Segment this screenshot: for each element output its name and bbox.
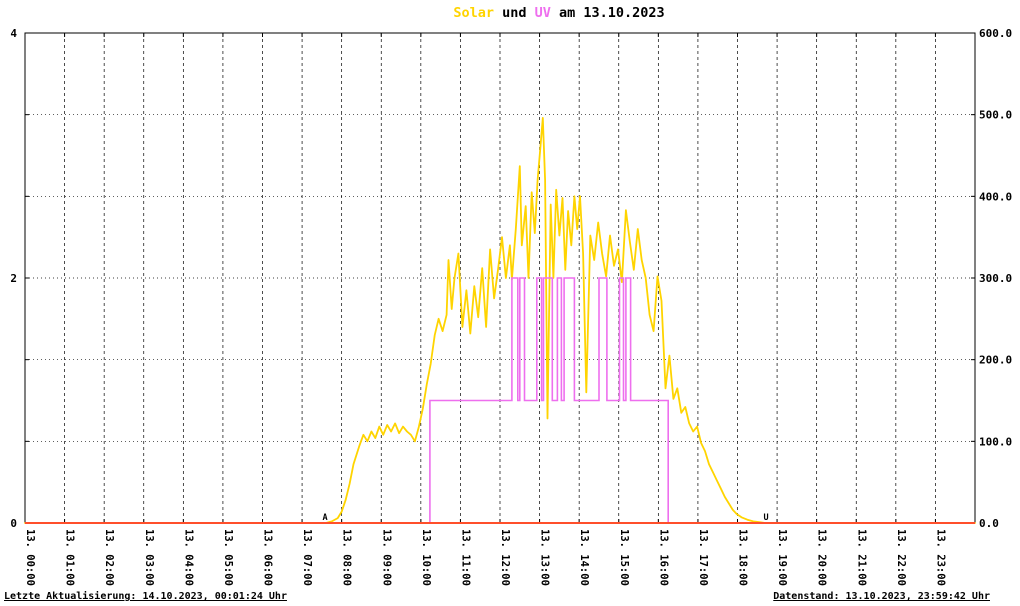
svg-text:13. 14:00: 13. 14:00 [578,529,590,586]
data-timestamp-text: Datenstand: 13.10.2023, 23:59:42 Uhr [773,591,990,602]
svg-text:13. 10:00: 13. 10:00 [420,529,432,586]
svg-text:13. 09:00: 13. 09:00 [380,529,392,586]
svg-text:13. 16:00: 13. 16:00 [657,529,669,586]
svg-text:13. 04:00: 13. 04:00 [182,529,194,586]
svg-text:13. 12:00: 13. 12:00 [499,529,511,586]
svg-text:13. 17:00: 13. 17:00 [697,529,709,586]
chart-title: Solar und UV am 13.10.2023 [453,5,664,21]
svg-text:2: 2 [10,272,17,285]
svg-text:13. 23:00: 13. 23:00 [934,529,946,586]
title-solar-label: Solar [453,5,494,21]
last-update-text: Letzte Aktualisierung: 14.10.2023, 00:01… [4,591,287,602]
svg-text:13. 19:00: 13. 19:00 [776,529,788,586]
svg-text:0: 0 [10,517,17,530]
svg-text:200.0: 200.0 [979,354,1012,367]
right-axis-labels: 600.0 500.0 400.0 300.0 200.0 100.0 0.0 [979,27,1012,530]
title-separator: und [493,5,535,21]
svg-text:13. 02:00: 13. 02:00 [103,529,115,586]
svg-text:13. 22:00: 13. 22:00 [895,529,907,586]
svg-text:13. 15:00: 13. 15:00 [618,529,630,586]
svg-text:13. 21:00: 13. 21:00 [855,529,867,586]
svg-text:300.0: 300.0 [979,272,1012,285]
svg-text:13. 13:00: 13. 13:00 [539,529,551,586]
gridlines [25,33,975,523]
solar-series [24,117,976,524]
title-date: am 13.10.2023 [550,5,665,21]
svg-text:13. 07:00: 13. 07:00 [301,529,313,586]
title-uv-label: UV [534,5,551,21]
svg-text:13. 11:00: 13. 11:00 [459,529,471,586]
svg-text:13. 03:00: 13. 03:00 [143,529,155,586]
svg-text:0.0: 0.0 [979,517,999,530]
svg-text:13. 05:00: 13. 05:00 [222,529,234,586]
uv-series [25,277,975,524]
svg-text:13. 20:00: 13. 20:00 [816,529,828,586]
svg-text:400.0: 400.0 [979,190,1012,203]
svg-text:13. 08:00: 13. 08:00 [341,529,353,586]
svg-text:13. 06:00: 13. 06:00 [262,529,274,586]
sunrise-marker: A [322,513,327,523]
svg-text:500.0: 500.0 [979,109,1012,122]
x-axis-labels: 13. 00:00 13. 01:00 13. 02:00 13. 03:00 13. … [24,529,946,586]
svg-text:13. 01:00: 13. 01:00 [64,529,76,586]
sunset-marker: U [763,513,768,523]
svg-text:100.0: 100.0 [979,435,1012,448]
svg-text:13. 18:00: 13. 18:00 [737,529,749,586]
svg-text:600.0: 600.0 [979,27,1012,40]
svg-text:4: 4 [10,27,17,40]
svg-text:13. 00:00: 13. 00:00 [24,529,36,586]
left-axis-labels: 4 2 0 [10,27,17,530]
